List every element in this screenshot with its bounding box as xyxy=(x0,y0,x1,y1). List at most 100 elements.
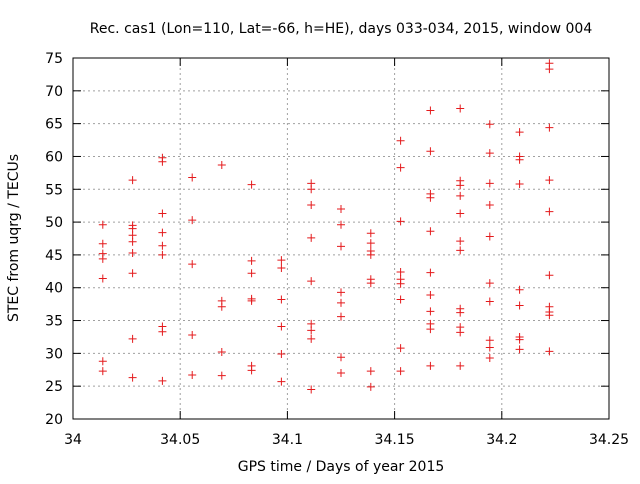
data-point xyxy=(456,181,465,190)
data-point xyxy=(128,334,137,343)
data-point xyxy=(485,120,494,129)
data-point xyxy=(337,220,345,229)
data-point xyxy=(366,250,375,259)
data-point xyxy=(456,191,465,200)
data-point xyxy=(277,295,286,304)
data-point xyxy=(456,237,465,246)
chart-title: Rec. cas1 (Lon=110, Lat=-66, h=HE), days… xyxy=(90,21,593,37)
data-point xyxy=(158,157,167,166)
data-point xyxy=(515,285,524,294)
data-point xyxy=(456,328,465,337)
data-point xyxy=(485,343,494,352)
data-point xyxy=(426,106,435,115)
data-point xyxy=(247,256,256,265)
axis-ticks: 20 25 30 35 40 45 50 55 60 65 70 75 34 34.05 34.1 34.15… xyxy=(45,51,629,448)
data-point xyxy=(366,367,375,376)
data-point xyxy=(277,377,286,386)
data-point xyxy=(337,369,345,378)
data-point xyxy=(158,327,167,336)
data-point xyxy=(247,366,256,375)
data-point xyxy=(188,216,197,225)
data-point xyxy=(98,367,107,376)
data-point xyxy=(485,201,494,210)
data-point xyxy=(545,347,554,356)
data-point xyxy=(337,312,345,321)
data-point xyxy=(485,297,494,306)
data-point xyxy=(128,176,137,185)
data-point xyxy=(128,373,137,382)
data-point xyxy=(485,149,494,158)
y-tick-label: 55 xyxy=(45,182,63,198)
x-tick-label: 34.2 xyxy=(486,432,517,448)
data-point xyxy=(217,348,226,357)
data-point xyxy=(515,180,524,189)
data-point xyxy=(426,290,435,299)
data-point xyxy=(426,193,435,202)
data-point xyxy=(485,232,494,241)
data-point xyxy=(217,371,226,380)
data-point xyxy=(515,301,524,310)
plot-frame xyxy=(72,57,610,420)
data-point xyxy=(426,325,435,334)
data-point xyxy=(396,279,405,288)
data-point xyxy=(366,382,375,391)
x-tick-label: 34.1 xyxy=(272,432,303,448)
data-point xyxy=(426,361,435,370)
data-point xyxy=(307,201,316,210)
data-point xyxy=(366,239,375,248)
y-tick-label: 40 xyxy=(45,281,63,297)
data-point xyxy=(98,239,107,248)
data-point xyxy=(128,237,137,246)
data-point xyxy=(307,334,316,343)
data-point xyxy=(217,302,226,311)
data-point xyxy=(396,295,405,304)
y-tick-label: 60 xyxy=(45,149,63,165)
data-point xyxy=(396,367,405,376)
y-axis-label: STEC from uqrg / TECUs xyxy=(6,154,22,322)
data-point xyxy=(158,228,167,237)
data-point xyxy=(247,180,256,189)
data-point xyxy=(515,345,524,354)
y-tick-label: 65 xyxy=(45,117,63,133)
x-tick-label: 34.25 xyxy=(589,432,629,448)
data-point xyxy=(396,163,405,172)
data-point xyxy=(515,128,524,137)
data-point xyxy=(307,185,316,194)
data-point xyxy=(396,267,405,276)
data-point xyxy=(366,229,375,238)
data-point xyxy=(337,288,345,297)
data-point xyxy=(485,336,494,345)
y-tick-label: 45 xyxy=(45,248,63,264)
data-point xyxy=(545,311,554,320)
data-point xyxy=(158,209,167,218)
data-point xyxy=(396,217,405,226)
data-point xyxy=(485,353,494,362)
data-point xyxy=(515,155,524,164)
data-point xyxy=(128,248,137,257)
y-tick-label: 35 xyxy=(45,314,63,330)
data-point xyxy=(456,246,465,255)
data-point xyxy=(426,227,435,236)
data-point xyxy=(366,279,375,288)
data-point xyxy=(98,274,107,283)
x-tick-label: 34.15 xyxy=(375,432,415,448)
data-point xyxy=(188,371,197,380)
data-point xyxy=(456,209,465,218)
data-point xyxy=(277,256,286,265)
data-point xyxy=(337,298,345,307)
data-point xyxy=(456,308,465,317)
data-point xyxy=(545,65,554,74)
data-point xyxy=(337,353,345,362)
data-point xyxy=(426,307,435,316)
data-point xyxy=(98,254,107,263)
y-tick-label: 20 xyxy=(45,412,63,428)
data-point xyxy=(396,344,405,353)
y-tick-label: 70 xyxy=(45,84,63,100)
data-point xyxy=(98,357,107,366)
data-point xyxy=(277,322,286,331)
data-point xyxy=(426,147,435,156)
data-point xyxy=(158,376,167,385)
